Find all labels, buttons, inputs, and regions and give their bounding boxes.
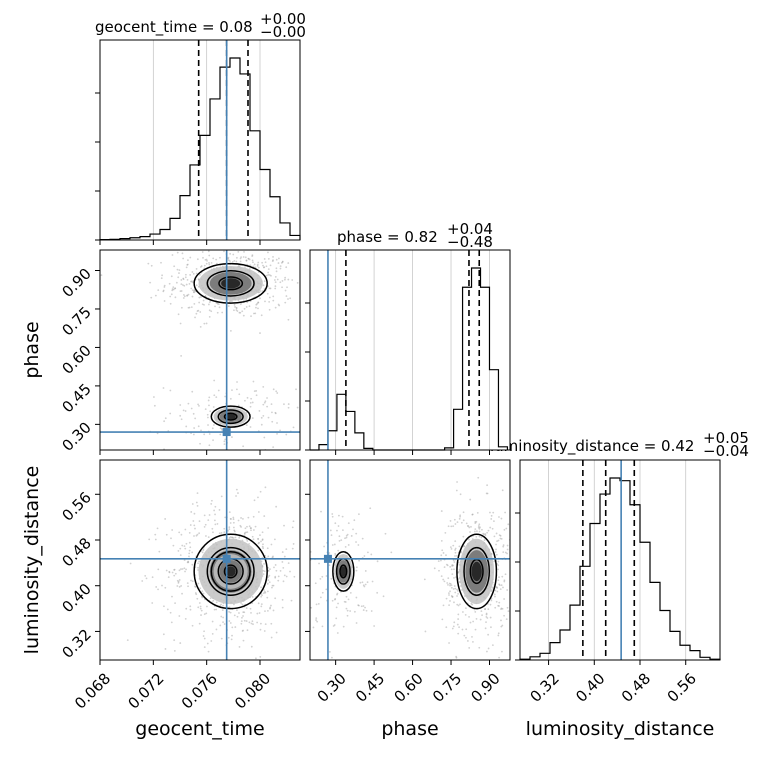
- scatter-panel-phase-vs-luminosity-distance: 0.30 0.45 0.60 0.75 0.90: [305, 460, 510, 706]
- scatter-inner: [310, 460, 510, 660]
- scatter-frame-geocent-time-vs-phase: [99, 249, 301, 451]
- tick-label-geocent-time-x: 0.072: [124, 670, 167, 713]
- tick-label-luminosity-distance-x: 0.56: [664, 670, 700, 706]
- scatter-inner: [100, 460, 300, 660]
- tick-label-phase-y: 0.60: [58, 342, 94, 378]
- axis-label-phase-y: phase: [21, 321, 43, 378]
- density-fill: [221, 278, 241, 289]
- hist-panel-luminosity-distance: 0.32 0.40 0.48 0.56: [515, 460, 721, 706]
- hist-background: [520, 460, 720, 660]
- tick-label-luminosity-distance-y: 0.40: [58, 580, 94, 616]
- title-luminosity-distance: luminosity_distance = 0.42: [490, 437, 694, 456]
- contour-line: [456, 533, 498, 610]
- density-fill: [340, 566, 347, 577]
- title-geocent-time-minus: −0.00: [260, 23, 306, 41]
- histogram-geocent-time: [99, 57, 301, 241]
- tick-label-phase-x: 0.60: [390, 670, 426, 706]
- contour-line: [218, 276, 244, 291]
- density-fill: [225, 566, 236, 577]
- hist-frame-luminosity-distance: [519, 459, 721, 661]
- density-fill: [225, 413, 236, 420]
- contour-line: [223, 564, 238, 579]
- title-luminosity-distance-plus: +0.05: [703, 429, 749, 447]
- truth-marker: [222, 554, 231, 563]
- density-fill: [471, 561, 482, 582]
- tick-label-phase-x: 0.90: [467, 670, 503, 706]
- contour-line: [339, 564, 348, 579]
- axis-label-geocent-time: geocent_time: [135, 718, 264, 740]
- scatter-background: [100, 460, 300, 660]
- tick-label-phase-x: 0.75: [429, 670, 465, 706]
- tick-label-luminosity-distance-x: 0.40: [572, 670, 608, 706]
- contour-line: [332, 550, 355, 592]
- contour-line: [206, 269, 255, 297]
- contour-line: [206, 546, 255, 596]
- truth-marker: [323, 554, 332, 563]
- hist-frame-geocent-time: [99, 39, 301, 241]
- tick-label-phase-y: 0.75: [58, 303, 94, 339]
- tick-label-phase-y: 0.90: [58, 265, 94, 301]
- tick-label-phase-y: 0.30: [58, 418, 94, 454]
- title-phase-minus: −0.48: [447, 233, 493, 251]
- contour-line: [210, 405, 251, 428]
- axis-label-phase-x: phase: [381, 718, 438, 740]
- contour-line: [217, 409, 244, 425]
- tick-label-luminosity-distance-x: 0.32: [526, 670, 562, 706]
- contour-line: [223, 412, 238, 421]
- title-luminosity-distance-minus: −0.04: [703, 442, 749, 460]
- contour-line: [463, 546, 491, 596]
- title-phase-plus: +0.04: [447, 220, 493, 238]
- tick-label-geocent-time-x: 0.068: [71, 670, 114, 713]
- hist-panel-geocent-time: [95, 40, 301, 245]
- truth-marker: [222, 428, 231, 437]
- scatter-inner: [100, 250, 300, 450]
- histogram-luminosity-distance: [519, 477, 721, 660]
- scatter-frame-geocent-time-vs-luminosity-distance: [99, 459, 301, 661]
- tick-label-phase-x: 0.30: [314, 670, 350, 706]
- tick-label-geocent-time-x: 0.076: [178, 670, 221, 713]
- tick-label-luminosity-distance-y: 0.32: [58, 626, 94, 662]
- title-phase: phase = 0.82: [337, 228, 438, 246]
- tick-label-luminosity-distance-y: 0.48: [58, 534, 94, 570]
- tick-label-phase-y: 0.45: [58, 380, 94, 416]
- tick-label-luminosity-distance-x: 0.48: [618, 670, 654, 706]
- tick-label-phase-x: 0.45: [352, 670, 388, 706]
- title-geocent-time: geocent_time = 0.08: [95, 18, 253, 37]
- tick-label-geocent-time-x: 0.080: [231, 670, 274, 713]
- hist-background: [310, 250, 510, 450]
- hist-panel-phase: [305, 250, 510, 455]
- tick-label-luminosity-distance-y: 0.56: [58, 488, 94, 524]
- hist-frame-phase: [309, 249, 511, 451]
- scatter-frame-phase-vs-luminosity-distance: [309, 459, 511, 661]
- contour-line: [210, 550, 251, 592]
- title-geocent-time-plus: +0.00: [260, 10, 306, 28]
- scatter-panel-geocent-time-vs-phase: 0.300.450.600.750.90: [58, 250, 300, 455]
- axis-label-luminosity-distance-y: luminosity_distance: [21, 466, 43, 655]
- contour-line: [193, 262, 268, 304]
- contour-line: [193, 533, 268, 610]
- axis-label-luminosity-distance-x: luminosity_distance: [526, 718, 715, 740]
